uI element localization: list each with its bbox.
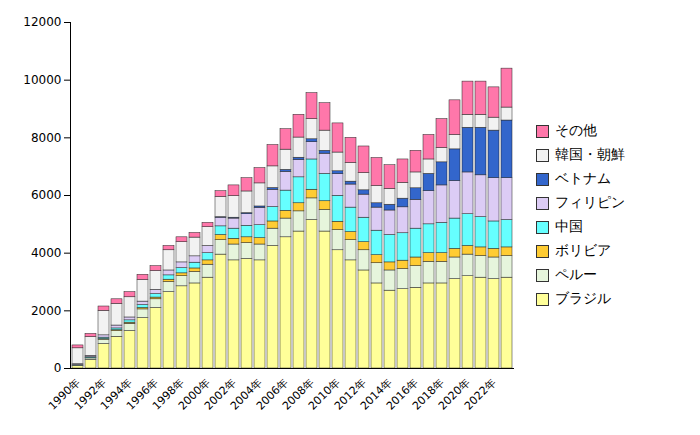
html-text:ベトナム: ベトナム bbox=[555, 170, 611, 186]
svg-text:4000: 4000 bbox=[31, 246, 62, 260]
svg-text:6000: 6000 bbox=[31, 188, 62, 202]
html-text:ボリビア: ボリビア bbox=[555, 242, 611, 258]
svg-text:2006年: 2006年 bbox=[253, 375, 291, 413]
svg-text:1998年: 1998年 bbox=[149, 375, 187, 413]
svg-text:2016年: 2016年 bbox=[383, 375, 421, 413]
svg-text:1994年: 1994年 bbox=[97, 375, 135, 413]
svg-text:2002年: 2002年 bbox=[201, 375, 239, 413]
svg-text:12000: 12000 bbox=[23, 15, 61, 29]
svg-text:2000年: 2000年 bbox=[175, 375, 213, 413]
html-text:中国: 中国 bbox=[555, 218, 583, 234]
svg-text:1992年: 1992年 bbox=[71, 375, 109, 413]
html-text:ペルー: ペルー bbox=[555, 266, 597, 282]
svg-text:1990年: 1990年 bbox=[45, 375, 83, 413]
svg-text:2010年: 2010年 bbox=[305, 375, 343, 413]
html-text:韓国・朝鮮: 韓国・朝鮮 bbox=[555, 146, 625, 162]
svg-text:2012年: 2012年 bbox=[331, 375, 369, 413]
svg-text:2020年: 2020年 bbox=[435, 375, 473, 413]
svg-text:2000: 2000 bbox=[31, 304, 62, 318]
svg-text:2004年: 2004年 bbox=[227, 375, 265, 413]
html-text:その他: その他 bbox=[555, 122, 597, 138]
svg-text:2022年: 2022年 bbox=[462, 376, 499, 413]
svg-text:0: 0 bbox=[54, 361, 62, 375]
html-text:ブラジル: ブラジル bbox=[555, 290, 611, 306]
svg-text:2014年: 2014年 bbox=[357, 375, 395, 413]
svg-text:8000: 8000 bbox=[31, 131, 62, 145]
svg-text:10000: 10000 bbox=[23, 73, 61, 87]
html-text:フィリピン: フィリピン bbox=[555, 194, 625, 210]
svg-text:2008年: 2008年 bbox=[279, 375, 317, 413]
svg-text:1996年: 1996年 bbox=[123, 375, 161, 413]
svg-text:2018年: 2018年 bbox=[409, 375, 447, 413]
